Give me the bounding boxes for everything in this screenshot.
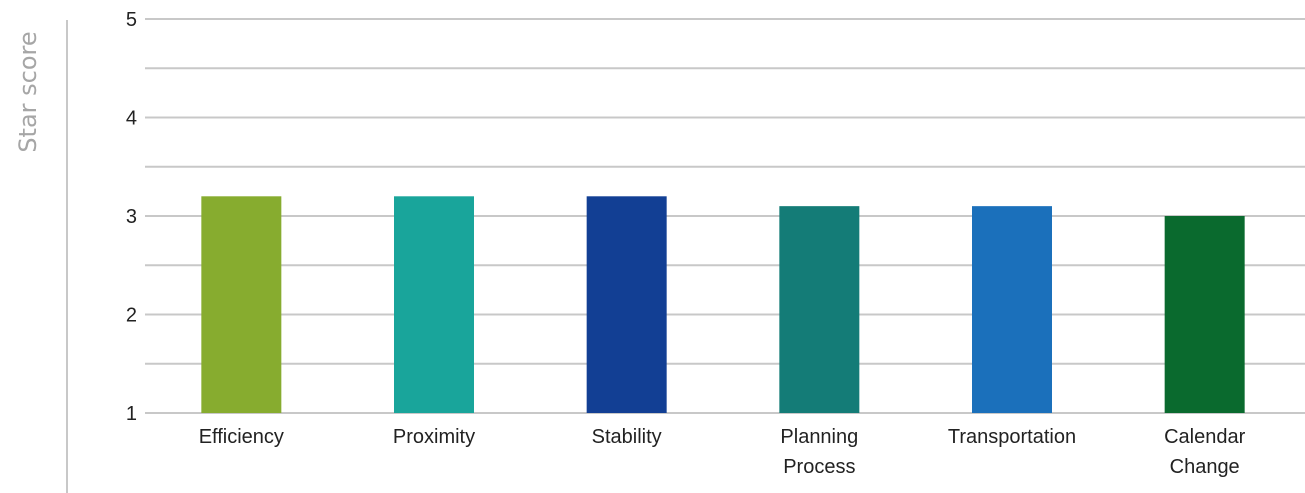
x-category-label-line: Stability [592,426,662,448]
x-category-label-line: Planning [780,426,858,448]
bar-proximity [394,196,474,413]
y-tick-label: 4 [126,108,137,130]
x-category-label: Stability [592,426,662,448]
bar-transportation [972,206,1052,413]
y-tick-label: 2 [126,305,137,327]
x-category-label-line: Change [1170,456,1240,478]
x-category-label: Proximity [393,426,475,448]
bar-stability [586,196,667,413]
x-category-label: Calendar Change [1164,426,1246,478]
bar-calendar-change [1164,216,1245,413]
x-category-label: Planning Process [780,426,858,478]
y-tick-labels: 1 2 3 4 5 [126,9,137,425]
x-category-label-line: Efficiency [199,426,284,448]
bar-efficiency [201,196,282,413]
x-category-label-line: Process [783,456,855,478]
x-category-label-line: Proximity [393,426,475,448]
y-axis-label: Star score [14,31,42,152]
y-tick-label: 5 [126,9,137,31]
bar-planning-process [779,206,860,413]
x-category-label: Efficiency [199,426,284,448]
x-category-label-line: Transportation [948,426,1076,448]
y-tick-label: 1 [126,403,137,425]
x-category-labels: Efficiency Proximity Stability Planning Proc… [199,426,1246,478]
gridlines [145,18,1305,414]
x-category-label: Transportation [948,426,1076,448]
y-tick-label: 3 [126,206,137,228]
x-category-label-line: Calendar [1164,426,1246,448]
bars [201,196,1245,413]
